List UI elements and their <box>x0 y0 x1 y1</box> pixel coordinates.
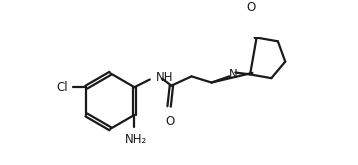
Text: NH₂: NH₂ <box>125 133 147 147</box>
Text: O: O <box>247 1 256 14</box>
Text: N: N <box>229 67 237 81</box>
Text: NH: NH <box>156 71 174 84</box>
Text: O: O <box>165 115 174 128</box>
Text: Cl: Cl <box>56 81 68 94</box>
